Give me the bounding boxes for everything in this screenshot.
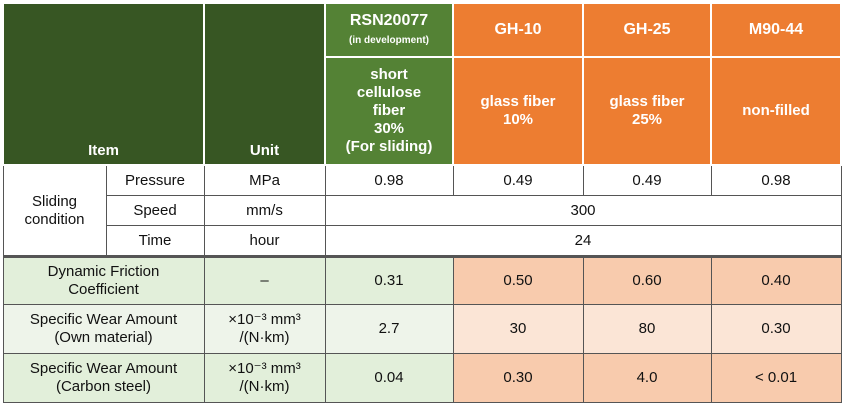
condition-item: Speed — [105, 195, 205, 226]
property-unit: ×10⁻³ mm³/(N·km) — [203, 304, 326, 354]
property-item: Specific Wear Amount (Carbon steel) — [2, 353, 205, 403]
condition-item: Pressure — [105, 164, 205, 196]
value-cell: < 0.01 — [710, 353, 842, 403]
label-text: condition — [24, 210, 85, 228]
value-cell: 0.31 — [324, 255, 454, 305]
value-cell: 0.30 — [710, 304, 842, 354]
unit-text: /(N·km) — [239, 378, 290, 395]
filler-text: (For sliding) — [345, 138, 433, 155]
property-unit: ×10⁻³ mm³/(N·km) — [203, 353, 326, 403]
item-header: Item — [2, 2, 205, 166]
value-cell: 0.49 — [452, 164, 584, 196]
value-cell: 80 — [582, 304, 712, 354]
condition-unit: hour — [203, 225, 326, 257]
filler-text: non-filled — [742, 102, 810, 119]
material-name: GH-10 — [452, 2, 584, 58]
filler-cell: short cellulose fiber 30% (For sliding) — [324, 56, 454, 166]
property-row: Specific Wear Amount (Own material) ×10⁻³ … — [2, 304, 842, 354]
filler-text: 25% — [631, 111, 663, 128]
filler-text: 10% — [502, 111, 534, 128]
value-cell: 300 — [324, 195, 842, 226]
property-row: Specific Wear Amount (Carbon steel) ×10⁻³ … — [2, 353, 842, 403]
value-cell: 0.50 — [452, 255, 584, 305]
filler-text: glass fiber — [609, 93, 685, 110]
material-name: M90-44 — [710, 2, 842, 58]
filler-cell: glass fiber 10% — [452, 56, 584, 166]
filler-text: cellulose — [356, 84, 422, 101]
material-name: RSN20077 (in development) — [324, 2, 454, 58]
unit-text: ×10⁻³ mm³ — [228, 311, 301, 328]
value-cell: 0.40 — [710, 255, 842, 305]
table-body: Item Unit RSN20077 (in development) GH-10 GH-… — [2, 2, 842, 403]
unit-text: – — [260, 272, 269, 289]
property-row: Dynamic Friction Coefficient – 0.31 0.50 0.60… — [2, 255, 842, 305]
header-row: Item Unit RSN20077 (in development) GH-10 GH-… — [2, 2, 842, 166]
filler-text: fiber — [372, 102, 406, 119]
value-cell: 2.7 — [324, 304, 454, 354]
item-text: Dynamic Friction — [47, 263, 160, 280]
header-row: short cellulose fiber 30% (For sliding) glass… — [3, 56, 842, 166]
condition-unit: mm/s — [203, 195, 326, 226]
filler-text: 30% — [373, 120, 405, 137]
item-text: Coefficient — [68, 281, 139, 298]
filler-cell: non-filled — [710, 56, 842, 166]
item-text: (Own material) — [54, 329, 153, 346]
unit-text: /(N·km) — [239, 329, 290, 346]
filler-cell: glass fiber 25% — [582, 56, 712, 166]
item-text: Specific Wear Amount — [29, 311, 178, 328]
condition-row: Speed mm/s 300 — [3, 195, 842, 226]
property-item: Dynamic Friction Coefficient — [2, 255, 205, 305]
condition-unit: MPa — [203, 164, 326, 196]
condition-row: Time hour 24 — [3, 225, 842, 257]
condition-row: Sliding condition Pressure MPa 0.98 0.49 0.49 0… — [2, 164, 842, 257]
value-cell: 0.30 — [452, 353, 584, 403]
material-label: GH-10 — [494, 21, 542, 38]
unit-header: Unit — [203, 2, 326, 166]
value-cell: 4.0 — [582, 353, 712, 403]
material-note: (in development) — [348, 35, 429, 46]
item-text: Specific Wear Amount — [29, 360, 178, 377]
material-name: GH-25 — [582, 2, 712, 58]
item-text: (Carbon steel) — [55, 378, 152, 395]
value-cell: 30 — [452, 304, 584, 354]
value-cell: 0.60 — [582, 255, 712, 305]
value-cell: 24 — [324, 225, 842, 257]
material-label: RSN20077 — [349, 12, 429, 29]
value-cell: 0.98 — [710, 164, 842, 196]
material-label: GH-25 — [623, 21, 671, 38]
condition-label: Sliding condition — [2, 164, 107, 257]
value-cell: 0.04 — [324, 353, 454, 403]
filler-text: short — [370, 66, 408, 83]
material-label: M90-44 — [748, 21, 804, 38]
value-cell: 0.98 — [324, 164, 454, 196]
unit-text: ×10⁻³ mm³ — [228, 360, 301, 377]
condition-item: Time — [105, 225, 205, 257]
label-text: Sliding — [31, 192, 78, 210]
comparison-table: Item Unit RSN20077 (in development) GH-10 GH-… — [2, 2, 842, 403]
filler-text: glass fiber — [480, 93, 556, 110]
property-unit: – — [203, 255, 326, 305]
value-cell: 0.49 — [582, 164, 712, 196]
property-item: Specific Wear Amount (Own material) — [2, 304, 205, 354]
